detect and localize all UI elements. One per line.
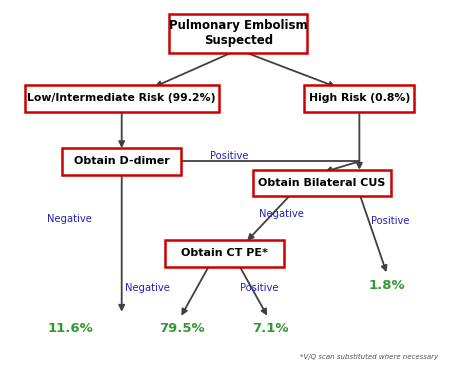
Text: Negative: Negative	[125, 283, 170, 292]
Text: Positive: Positive	[240, 283, 278, 292]
Text: Negative: Negative	[259, 209, 304, 219]
FancyBboxPatch shape	[304, 85, 414, 112]
Text: Obtain CT PE*: Obtain CT PE*	[181, 248, 268, 258]
FancyBboxPatch shape	[169, 14, 307, 52]
Text: Positive: Positive	[371, 216, 410, 226]
Text: 11.6%: 11.6%	[47, 322, 93, 336]
FancyBboxPatch shape	[62, 148, 182, 175]
FancyBboxPatch shape	[25, 85, 219, 112]
Text: Low/Intermediate Risk (99.2%): Low/Intermediate Risk (99.2%)	[27, 93, 216, 103]
Text: Pulmonary Embolism
Suspected: Pulmonary Embolism Suspected	[169, 19, 308, 48]
FancyBboxPatch shape	[164, 240, 284, 266]
Text: 79.5%: 79.5%	[159, 322, 205, 336]
Text: *V/Q scan substituted where necessary: *V/Q scan substituted where necessary	[300, 354, 438, 360]
FancyBboxPatch shape	[253, 170, 391, 196]
Text: Negative: Negative	[47, 214, 92, 224]
Text: Obtain Bilateral CUS: Obtain Bilateral CUS	[258, 178, 386, 188]
Text: 7.1%: 7.1%	[253, 322, 289, 336]
Text: Positive: Positive	[210, 150, 249, 161]
Text: High Risk (0.8%): High Risk (0.8%)	[309, 93, 410, 103]
Text: Obtain D-dimer: Obtain D-dimer	[74, 156, 170, 167]
Text: 1.8%: 1.8%	[369, 279, 406, 292]
